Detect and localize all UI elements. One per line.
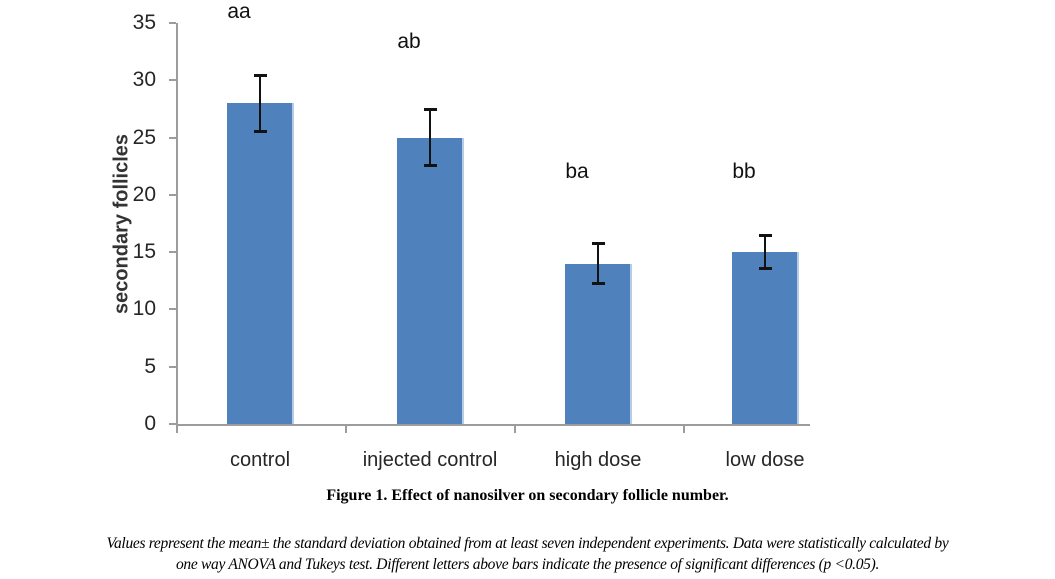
error-bar-cap-top [758, 233, 772, 237]
x-axis-line [176, 424, 810, 426]
significance-letter: bb [732, 159, 756, 183]
y-axis-tick [169, 136, 176, 139]
footnote-line-1: Values represent the mean± the standard … [106, 535, 949, 552]
y-axis-tick [169, 365, 176, 368]
footnote-line-2: one way ANOVA and Tukeys test. Different… [175, 556, 880, 573]
error-bar-line [429, 108, 431, 167]
y-axis-line [176, 23, 178, 424]
y-axis-tick-label: 5 [144, 354, 156, 378]
figure-caption: Figure 1. Effect of nanosilver on second… [326, 487, 729, 504]
error-bar-cap-top [253, 73, 267, 77]
y-axis-tick [169, 193, 176, 196]
y-axis-tick [169, 423, 176, 425]
error-bar-line [764, 234, 766, 270]
x-axis-tick [176, 426, 178, 433]
x-axis-tick [345, 426, 347, 433]
y-axis-tick-label: 15 [132, 240, 156, 264]
x-axis-tick [683, 426, 685, 433]
x-axis-category-label: control [229, 449, 291, 471]
significance-letter: ba [565, 159, 589, 183]
y-axis-tick-label: 20 [132, 182, 156, 206]
y-axis-title: secondary follicles [110, 133, 133, 315]
error-bar-cap-top [591, 241, 605, 245]
y-axis-tick-label: 35 [132, 11, 156, 34]
error-bar-line [259, 74, 261, 132]
y-axis-tick-label: 10 [132, 297, 156, 321]
y-axis-tick-label: 0 [144, 412, 156, 435]
bar-control [226, 103, 294, 424]
error-bar-cap-bottom [758, 267, 772, 271]
x-axis-category-label: low dose [725, 449, 805, 471]
bar-low-dose [731, 252, 799, 424]
error-bar-cap-bottom [423, 164, 437, 168]
significance-letter: ab [397, 30, 421, 54]
error-bar-cap-top [423, 107, 437, 111]
y-axis-tick-label: 30 [132, 68, 156, 92]
bar-high-dose [564, 263, 632, 424]
x-axis-tick [514, 426, 516, 433]
bar-chart: secondary follicles 0 5 10 15 20 25 30 35 aa cont… [110, 0, 810, 471]
y-axis-tick [169, 308, 176, 311]
y-axis-tick [169, 251, 176, 254]
bar-injected-control [396, 137, 464, 424]
y-axis-tick [169, 22, 176, 24]
significance-letter: aa [227, 0, 251, 23]
y-axis-tick [169, 79, 176, 82]
error-bar-line [597, 242, 599, 285]
error-bar-cap-bottom [591, 282, 605, 286]
error-bar-cap-bottom [253, 129, 267, 133]
figure-footnote: Values represent the mean± the standard … [0, 533, 1055, 575]
x-axis-category-label: high dose [554, 449, 642, 471]
x-axis-category-label: injected control [362, 449, 498, 471]
y-axis-tick-label: 25 [132, 125, 156, 149]
